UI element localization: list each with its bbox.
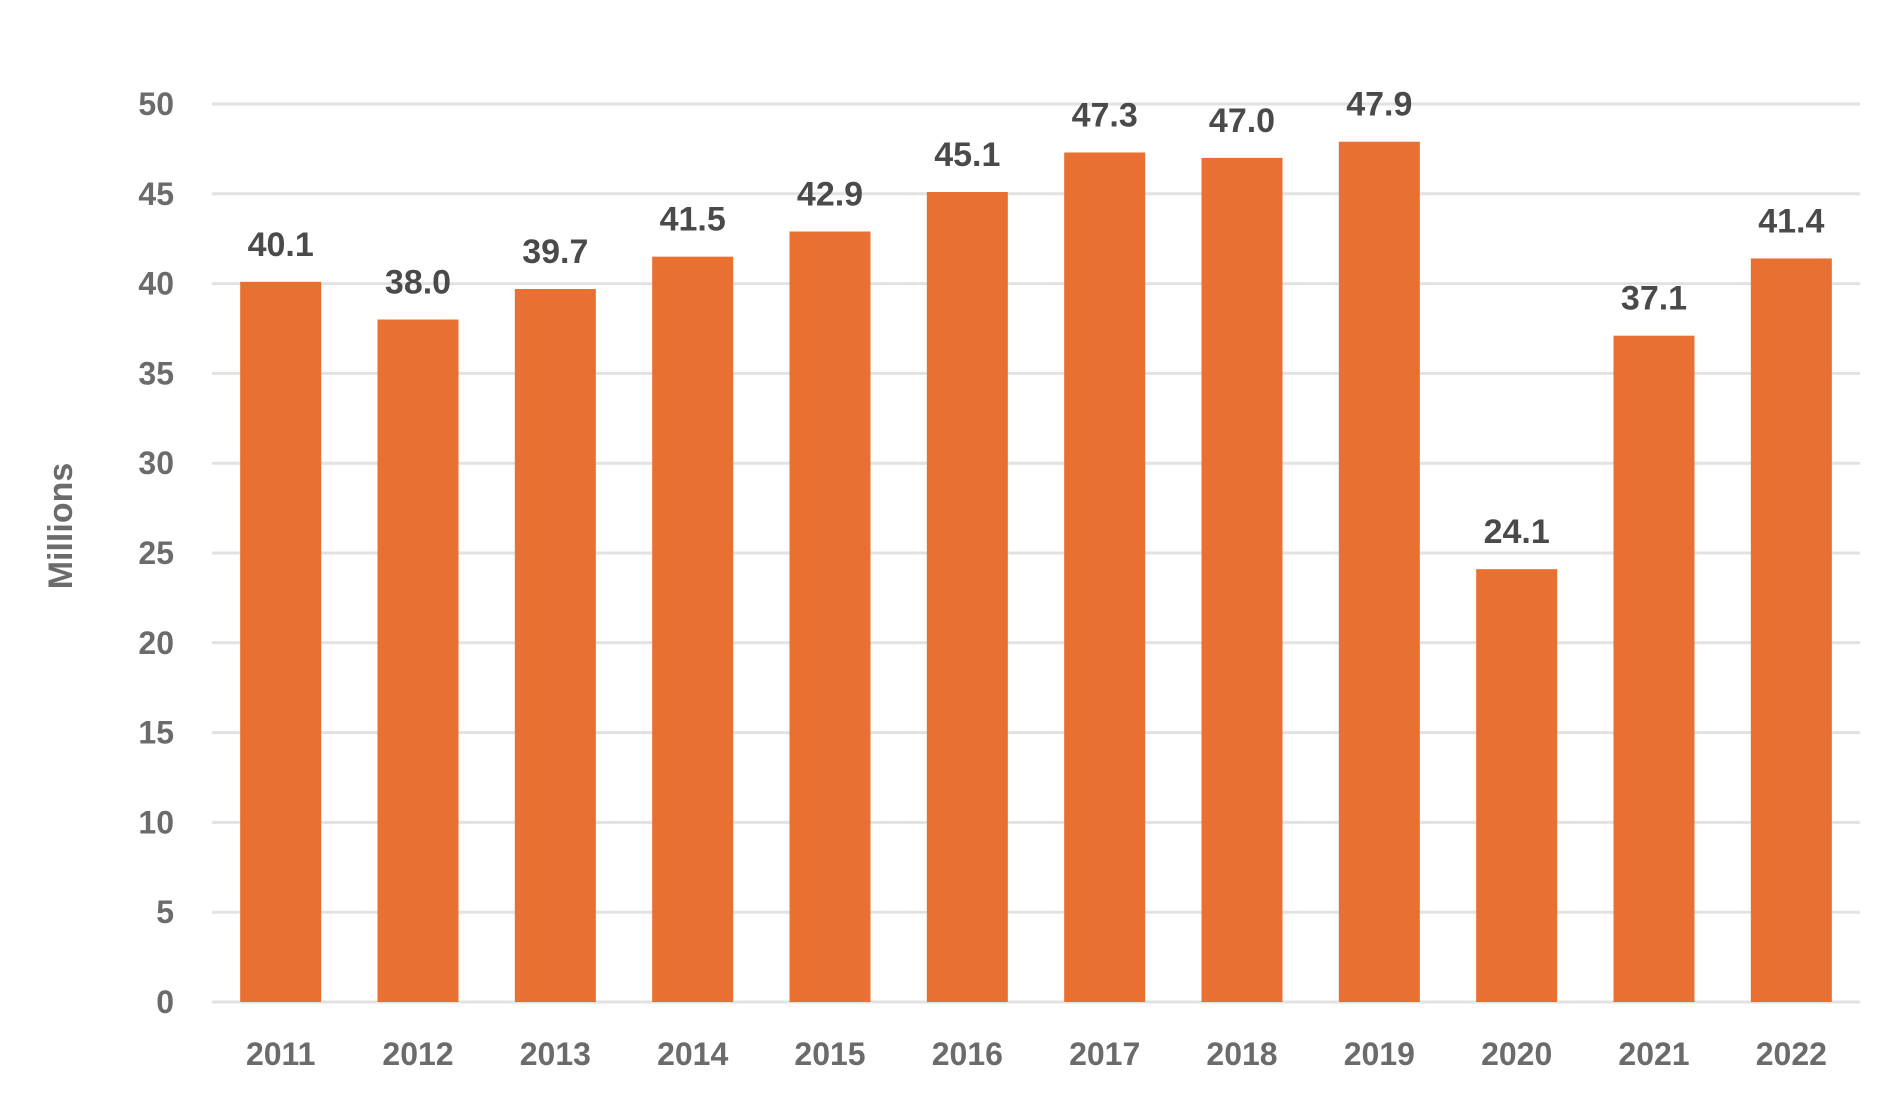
y-tick-label: 30: [138, 445, 174, 481]
x-tick-label: 2012: [382, 1036, 453, 1072]
bar-2013: [514, 288, 596, 1002]
data-label-2021: 37.1: [1621, 280, 1687, 318]
bar-2016: [926, 192, 1008, 1002]
data-label-2017: 47.3: [1072, 96, 1138, 134]
y-tick-label: 10: [138, 804, 174, 840]
x-tick-label: 2014: [657, 1036, 728, 1072]
data-label-2022: 41.4: [1758, 202, 1824, 240]
y-tick-label: 20: [138, 625, 174, 661]
y-tick-label: 15: [138, 715, 174, 751]
x-tick-label: 2021: [1618, 1036, 1689, 1072]
y-axis-ticks: 0 5 10 15 20 25 30 35 40 45 50: [138, 86, 174, 1020]
data-label-2014: 41.5: [660, 201, 726, 239]
x-tick-label: 2018: [1206, 1036, 1277, 1072]
data-label-2015: 42.9: [797, 176, 863, 214]
bar-2019: [1338, 141, 1420, 1002]
x-tick-label: 2016: [932, 1036, 1003, 1072]
bar-2017: [1064, 152, 1146, 1002]
bar-2015: [789, 231, 871, 1003]
data-label-2016: 45.1: [934, 136, 1000, 174]
x-axis-ticks: 2011 2012 2013 2014 2015 2016 2017 2018 2019 2020…: [246, 1036, 1827, 1072]
gridlines: [212, 102, 1860, 1004]
y-tick-label: 25: [138, 535, 174, 571]
y-tick-label: 0: [156, 984, 174, 1020]
x-tick-label: 2020: [1481, 1036, 1552, 1072]
data-label-2013: 39.7: [522, 233, 588, 271]
bar-2014: [652, 256, 734, 1002]
x-tick-label: 2019: [1344, 1036, 1415, 1072]
bar-2021: [1613, 335, 1695, 1003]
y-tick-label: 5: [156, 894, 174, 930]
x-tick-label: 2017: [1069, 1036, 1140, 1072]
bar-2012: [377, 319, 459, 1002]
data-label-2019: 47.9: [1346, 86, 1412, 124]
x-tick-label: 2015: [794, 1036, 865, 1072]
data-label-2011: 40.1: [248, 226, 314, 264]
y-tick-label: 40: [138, 266, 174, 302]
y-tick-label: 35: [138, 355, 174, 391]
bar-2020: [1476, 569, 1558, 1002]
y-tick-label: 50: [138, 86, 174, 122]
data-label-2020: 24.1: [1484, 513, 1550, 551]
x-tick-label: 2013: [520, 1036, 591, 1072]
x-tick-label: 2022: [1756, 1036, 1827, 1072]
bars: [240, 141, 1832, 1003]
bar-2018: [1201, 157, 1283, 1002]
y-tick-label: 45: [138, 176, 174, 212]
data-labels: 40.1 38.0 39.7 41.5 42.9 45.1 47.3 47.0 47.9 24.1…: [248, 86, 1825, 551]
bar-2011: [240, 281, 322, 1003]
data-label-2018: 47.0: [1209, 102, 1275, 140]
bar-2022: [1750, 258, 1832, 1002]
y-axis-title: Millions: [42, 463, 80, 590]
data-label-2012: 38.0: [385, 264, 451, 302]
x-tick-label: 2011: [246, 1036, 315, 1072]
